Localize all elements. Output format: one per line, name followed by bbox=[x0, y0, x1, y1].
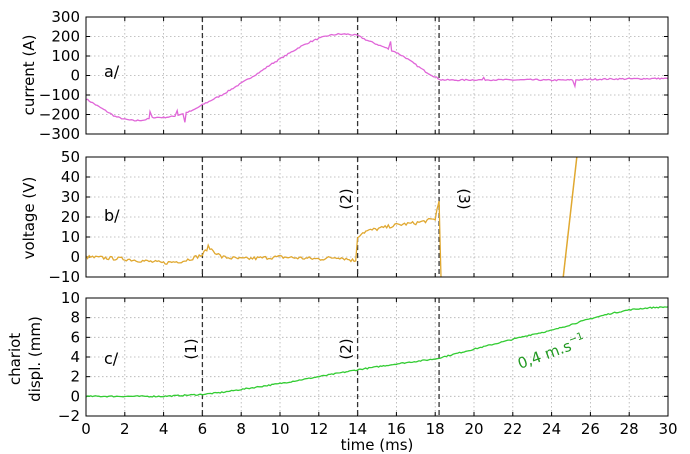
ylabel-displacement-line1: chariot bbox=[6, 333, 24, 385]
ylabel-current: current (A) bbox=[20, 35, 38, 116]
series-line-current bbox=[86, 34, 668, 123]
ytick-label: 0 bbox=[70, 67, 80, 85]
marker-label-2-panel-b: (2) bbox=[337, 188, 355, 209]
ytick-label: 300 bbox=[51, 8, 80, 26]
panel-voltage: 50 40 30 20 10 0 −10 bbox=[48, 148, 668, 286]
marker-label-1-panel-c: (1) bbox=[182, 338, 200, 359]
ytick-label: 100 bbox=[51, 47, 80, 65]
xtick-label: 24 bbox=[542, 420, 561, 438]
ytick-label: 20 bbox=[61, 208, 80, 226]
marker-label-3-panel-b: (3) bbox=[455, 188, 473, 209]
ytick-label: −200 bbox=[39, 106, 80, 124]
ylabel-displacement-line2: displ. (mm) bbox=[26, 316, 44, 402]
ytick-label: 0 bbox=[70, 248, 80, 266]
ytick-label: 4 bbox=[70, 348, 80, 366]
xtick-label: 20 bbox=[464, 420, 483, 438]
panel-label-a: a/ bbox=[104, 62, 120, 81]
ylabel-voltage: voltage (V) bbox=[20, 177, 38, 260]
xtick-label: 10 bbox=[270, 420, 289, 438]
xtick-label: 6 bbox=[198, 420, 208, 438]
ytick-label: −2 bbox=[58, 407, 80, 425]
marker-label-2-panel-c: (2) bbox=[337, 338, 355, 359]
velocity-annotation-sup: −1 bbox=[567, 331, 585, 346]
xtick-label: 12 bbox=[309, 420, 328, 438]
xtick-label: 0 bbox=[81, 420, 91, 438]
xtick-label: 30 bbox=[658, 420, 677, 438]
ytick-label: −100 bbox=[39, 86, 80, 104]
series-line-displacement bbox=[86, 307, 668, 397]
xlabel-time: time (ms) bbox=[341, 436, 414, 454]
axes-frame bbox=[86, 298, 668, 416]
ytick-label: −300 bbox=[39, 125, 80, 143]
ytick-label: 10 bbox=[61, 289, 80, 307]
xtick-label: 22 bbox=[503, 420, 522, 438]
xtick-label: 18 bbox=[426, 420, 445, 438]
ytick-label: 10 bbox=[61, 228, 80, 246]
series-line-voltage bbox=[86, 201, 441, 277]
ytick-label: 40 bbox=[61, 168, 80, 186]
xtick-label: 4 bbox=[159, 420, 169, 438]
ytick-label: −10 bbox=[48, 268, 80, 286]
axes-frame bbox=[86, 157, 668, 277]
xtick-label: 28 bbox=[620, 420, 639, 438]
xtick-label: 26 bbox=[581, 420, 600, 438]
ytick-label: 0 bbox=[70, 387, 80, 405]
ytick-label: 6 bbox=[70, 328, 80, 346]
ytick-label: 50 bbox=[61, 148, 80, 166]
ytick-label: 2 bbox=[70, 368, 80, 386]
velocity-annotation-text: 0,4 m.s bbox=[515, 337, 574, 373]
xtick-label: 8 bbox=[236, 420, 246, 438]
ytick-label: 8 bbox=[70, 309, 80, 327]
ytick-label: 30 bbox=[61, 188, 80, 206]
xtick-label: 2 bbox=[120, 420, 130, 438]
panel-label-c: c/ bbox=[104, 349, 119, 368]
ytick-label: 200 bbox=[51, 28, 80, 46]
panel-label-b: b/ bbox=[104, 206, 120, 225]
